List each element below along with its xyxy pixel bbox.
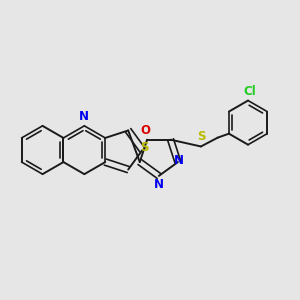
Text: N: N — [79, 110, 89, 124]
Text: N: N — [154, 178, 164, 191]
Text: N: N — [174, 154, 184, 167]
Text: Cl: Cl — [243, 85, 256, 98]
Text: S: S — [197, 130, 205, 143]
Text: O: O — [141, 124, 151, 137]
Text: S: S — [140, 141, 148, 154]
